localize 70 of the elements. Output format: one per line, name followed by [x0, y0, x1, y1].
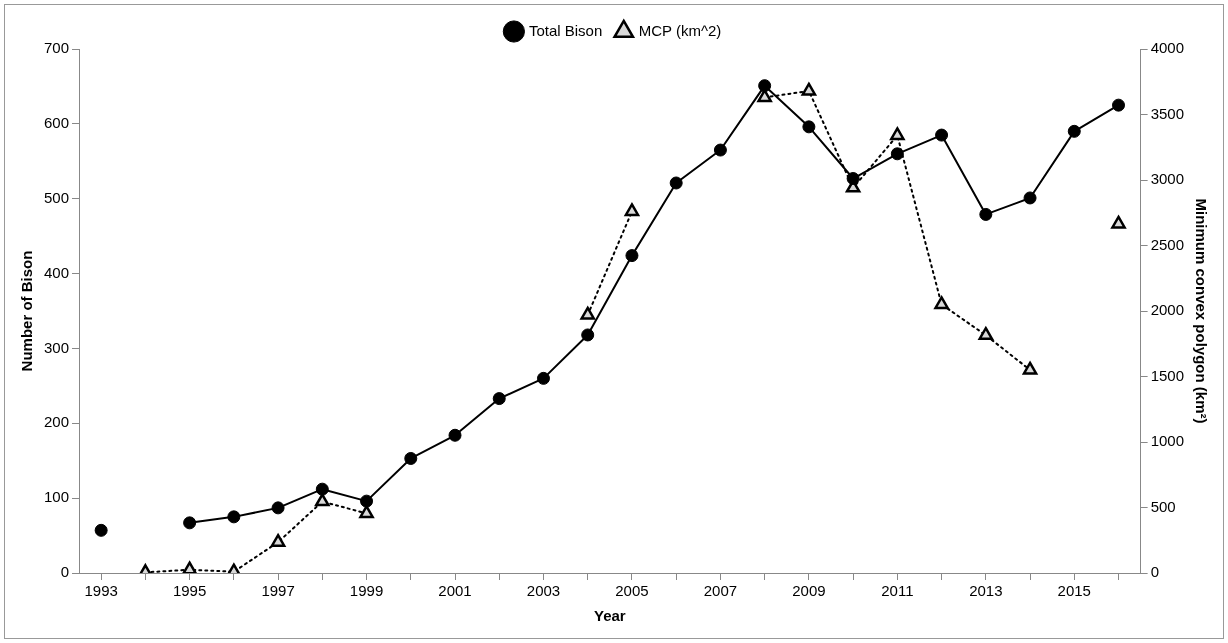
- x-tick-label: 1995: [172, 582, 207, 600]
- y2-tick-label: 1500: [1150, 366, 1185, 384]
- y2-tick-label: 2000: [1150, 301, 1185, 319]
- point: [1067, 124, 1081, 138]
- y-tick-label: 200: [44, 413, 70, 431]
- point: [183, 516, 197, 530]
- y-tick-label: 500: [44, 188, 70, 206]
- y-tick-label: 600: [44, 114, 70, 131]
- x-tick-label: 2009: [792, 582, 826, 600]
- point: [315, 493, 330, 507]
- point: [492, 392, 506, 406]
- point: [315, 482, 329, 496]
- y2-tick-label: 4000: [1150, 39, 1185, 57]
- point: [404, 451, 418, 465]
- point: [802, 120, 816, 134]
- point: [580, 306, 596, 320]
- y-tick-label: 300: [44, 338, 70, 356]
- point: [94, 523, 108, 537]
- point: [935, 128, 949, 142]
- point: [757, 89, 772, 103]
- x-tick-label: 1993: [84, 582, 118, 600]
- point: [934, 296, 949, 310]
- point: [1023, 191, 1037, 205]
- x-tick-label: 1997: [261, 582, 295, 600]
- point: [227, 510, 241, 524]
- point: [1112, 98, 1126, 112]
- y-tick-label: 100: [44, 488, 70, 506]
- point: [1022, 361, 1038, 375]
- point: [758, 79, 772, 93]
- y-tick-label: 400: [44, 263, 70, 281]
- point: [581, 328, 595, 342]
- legend-label: Total Bison: [528, 21, 603, 39]
- point: [890, 127, 905, 141]
- y2-tick-label: 0: [1150, 563, 1159, 581]
- point: [1111, 215, 1126, 229]
- point: [979, 207, 993, 221]
- y-axis-title: Number of Bison: [18, 250, 36, 372]
- x-tick-label: 2003: [526, 582, 561, 600]
- point: [536, 371, 550, 385]
- point: [624, 203, 640, 217]
- y2-tick-label: 2500: [1150, 235, 1185, 253]
- point: [625, 249, 639, 263]
- y2-tick-label: 1000: [1150, 432, 1185, 450]
- y-tick-label: 0: [60, 563, 70, 581]
- x-tick-label: 2001: [438, 582, 472, 600]
- x-tick-label: 1999: [349, 582, 384, 600]
- y2-tick-label: 3000: [1150, 170, 1185, 188]
- point: [182, 561, 197, 573]
- point: [801, 82, 817, 96]
- y2-tick-label: 3500: [1150, 104, 1185, 122]
- y2-tick-label: 500: [1150, 497, 1176, 515]
- point: [271, 501, 285, 515]
- point: [669, 176, 683, 190]
- x-tick-label: 2011: [881, 582, 914, 600]
- point: [978, 326, 994, 340]
- point: [713, 143, 727, 157]
- point: [360, 494, 374, 508]
- point: [890, 147, 904, 161]
- x-tick-label: 2007: [703, 582, 738, 600]
- legend-label: MCP (km^2): [638, 21, 722, 39]
- y2-axis-title: Minimum convex polygon (km²): [1192, 198, 1210, 424]
- x-tick-label: 2013: [969, 582, 1003, 600]
- y-tick-label: 700: [44, 39, 70, 57]
- point: [846, 172, 860, 185]
- point: [448, 428, 462, 442]
- x-axis-title: Year: [593, 607, 626, 625]
- point: [270, 533, 286, 547]
- x-tick-label: 2005: [615, 582, 649, 600]
- point: [359, 505, 374, 519]
- x-tick-label: 2015: [1057, 582, 1091, 600]
